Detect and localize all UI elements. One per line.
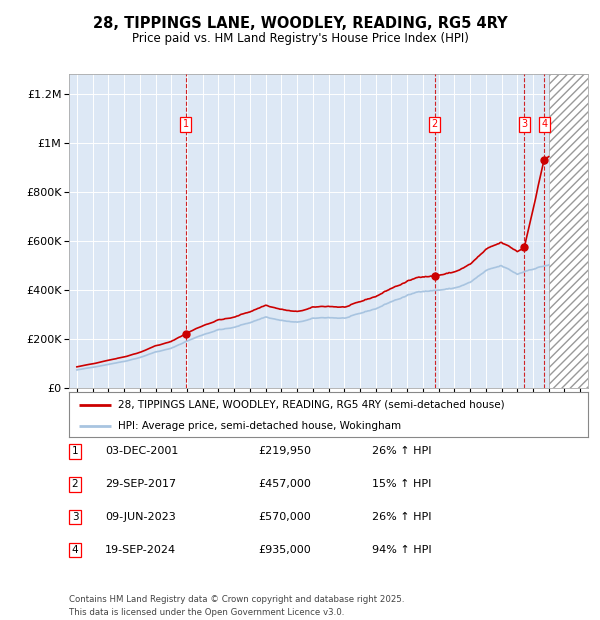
Text: 1: 1 [182,120,189,130]
Text: 3: 3 [521,120,527,130]
Text: 15% ↑ HPI: 15% ↑ HPI [372,479,431,489]
Text: 03-DEC-2001: 03-DEC-2001 [105,446,178,456]
Text: 19-SEP-2024: 19-SEP-2024 [105,545,176,555]
Text: 26% ↑ HPI: 26% ↑ HPI [372,446,431,456]
Text: 28, TIPPINGS LANE, WOODLEY, READING, RG5 4RY (semi-detached house): 28, TIPPINGS LANE, WOODLEY, READING, RG5… [118,400,505,410]
Text: 2: 2 [71,479,79,489]
Text: 94% ↑ HPI: 94% ↑ HPI [372,545,431,555]
Text: £570,000: £570,000 [258,512,311,522]
Text: 4: 4 [71,545,79,555]
Text: £457,000: £457,000 [258,479,311,489]
Text: Contains HM Land Registry data © Crown copyright and database right 2025.
This d: Contains HM Land Registry data © Crown c… [69,595,404,617]
Text: £935,000: £935,000 [258,545,311,555]
Text: 28, TIPPINGS LANE, WOODLEY, READING, RG5 4RY: 28, TIPPINGS LANE, WOODLEY, READING, RG5… [92,16,508,31]
Text: £219,950: £219,950 [258,446,311,456]
Bar [548,74,588,388]
Text: 26% ↑ HPI: 26% ↑ HPI [372,512,431,522]
Text: 09-JUN-2023: 09-JUN-2023 [105,512,176,522]
Text: 1: 1 [71,446,79,456]
Text: 3: 3 [71,512,79,522]
Text: 29-SEP-2017: 29-SEP-2017 [105,479,176,489]
Text: 4: 4 [541,120,547,130]
Text: 2: 2 [431,120,438,130]
Text: Price paid vs. HM Land Registry's House Price Index (HPI): Price paid vs. HM Land Registry's House … [131,32,469,45]
Text: HPI: Average price, semi-detached house, Wokingham: HPI: Average price, semi-detached house,… [118,421,401,431]
